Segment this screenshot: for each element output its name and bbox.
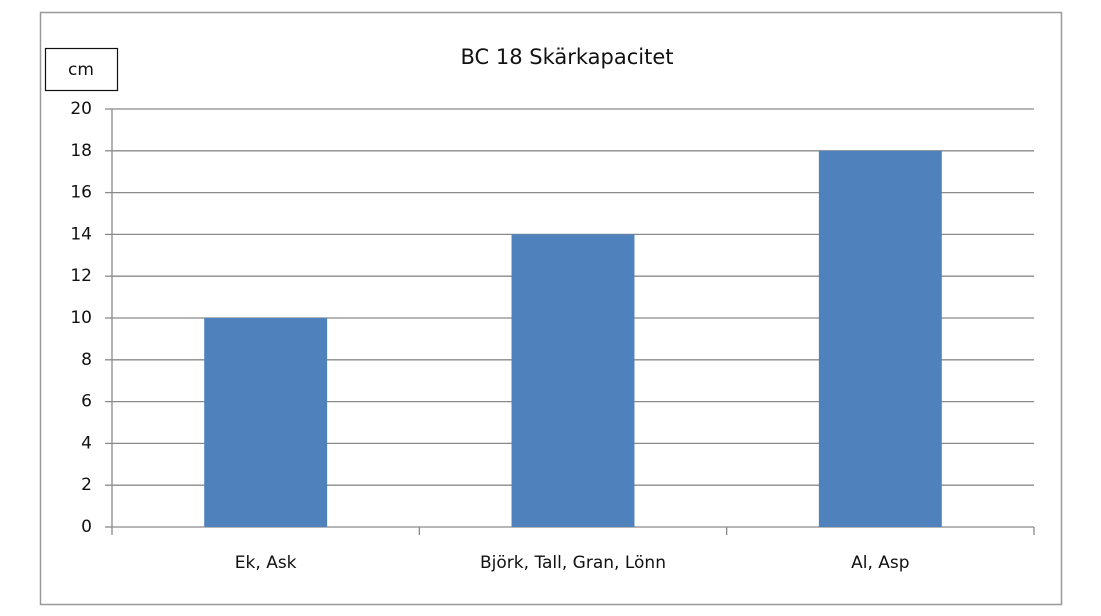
- x-tick-label: Björk, Tall, Gran, Lönn: [480, 553, 666, 573]
- bar: [204, 318, 328, 527]
- y-tick-label: 18: [70, 141, 92, 161]
- bar: [511, 234, 635, 527]
- bar: [818, 150, 942, 528]
- y-tick-label: 0: [81, 517, 92, 537]
- y-axis-label: cm: [68, 60, 94, 80]
- y-tick-label: 14: [70, 224, 92, 244]
- x-tick-label: Al, Asp: [851, 553, 909, 573]
- y-tick-label: 12: [70, 266, 92, 286]
- y-tick-label: 16: [70, 183, 92, 203]
- y-tick-label: 8: [81, 350, 92, 370]
- y-tick-label: 10: [70, 308, 92, 328]
- y-label-box: [44, 47, 119, 92]
- chart-title: BC 18 Skärkapacitet: [460, 45, 673, 69]
- y-tick-label: 4: [81, 433, 92, 453]
- y-tick-label: 6: [81, 392, 92, 412]
- y-tick-label: 2: [81, 475, 92, 495]
- x-tick-label: Ek, Ask: [235, 553, 297, 573]
- y-tick-label: 20: [70, 99, 92, 119]
